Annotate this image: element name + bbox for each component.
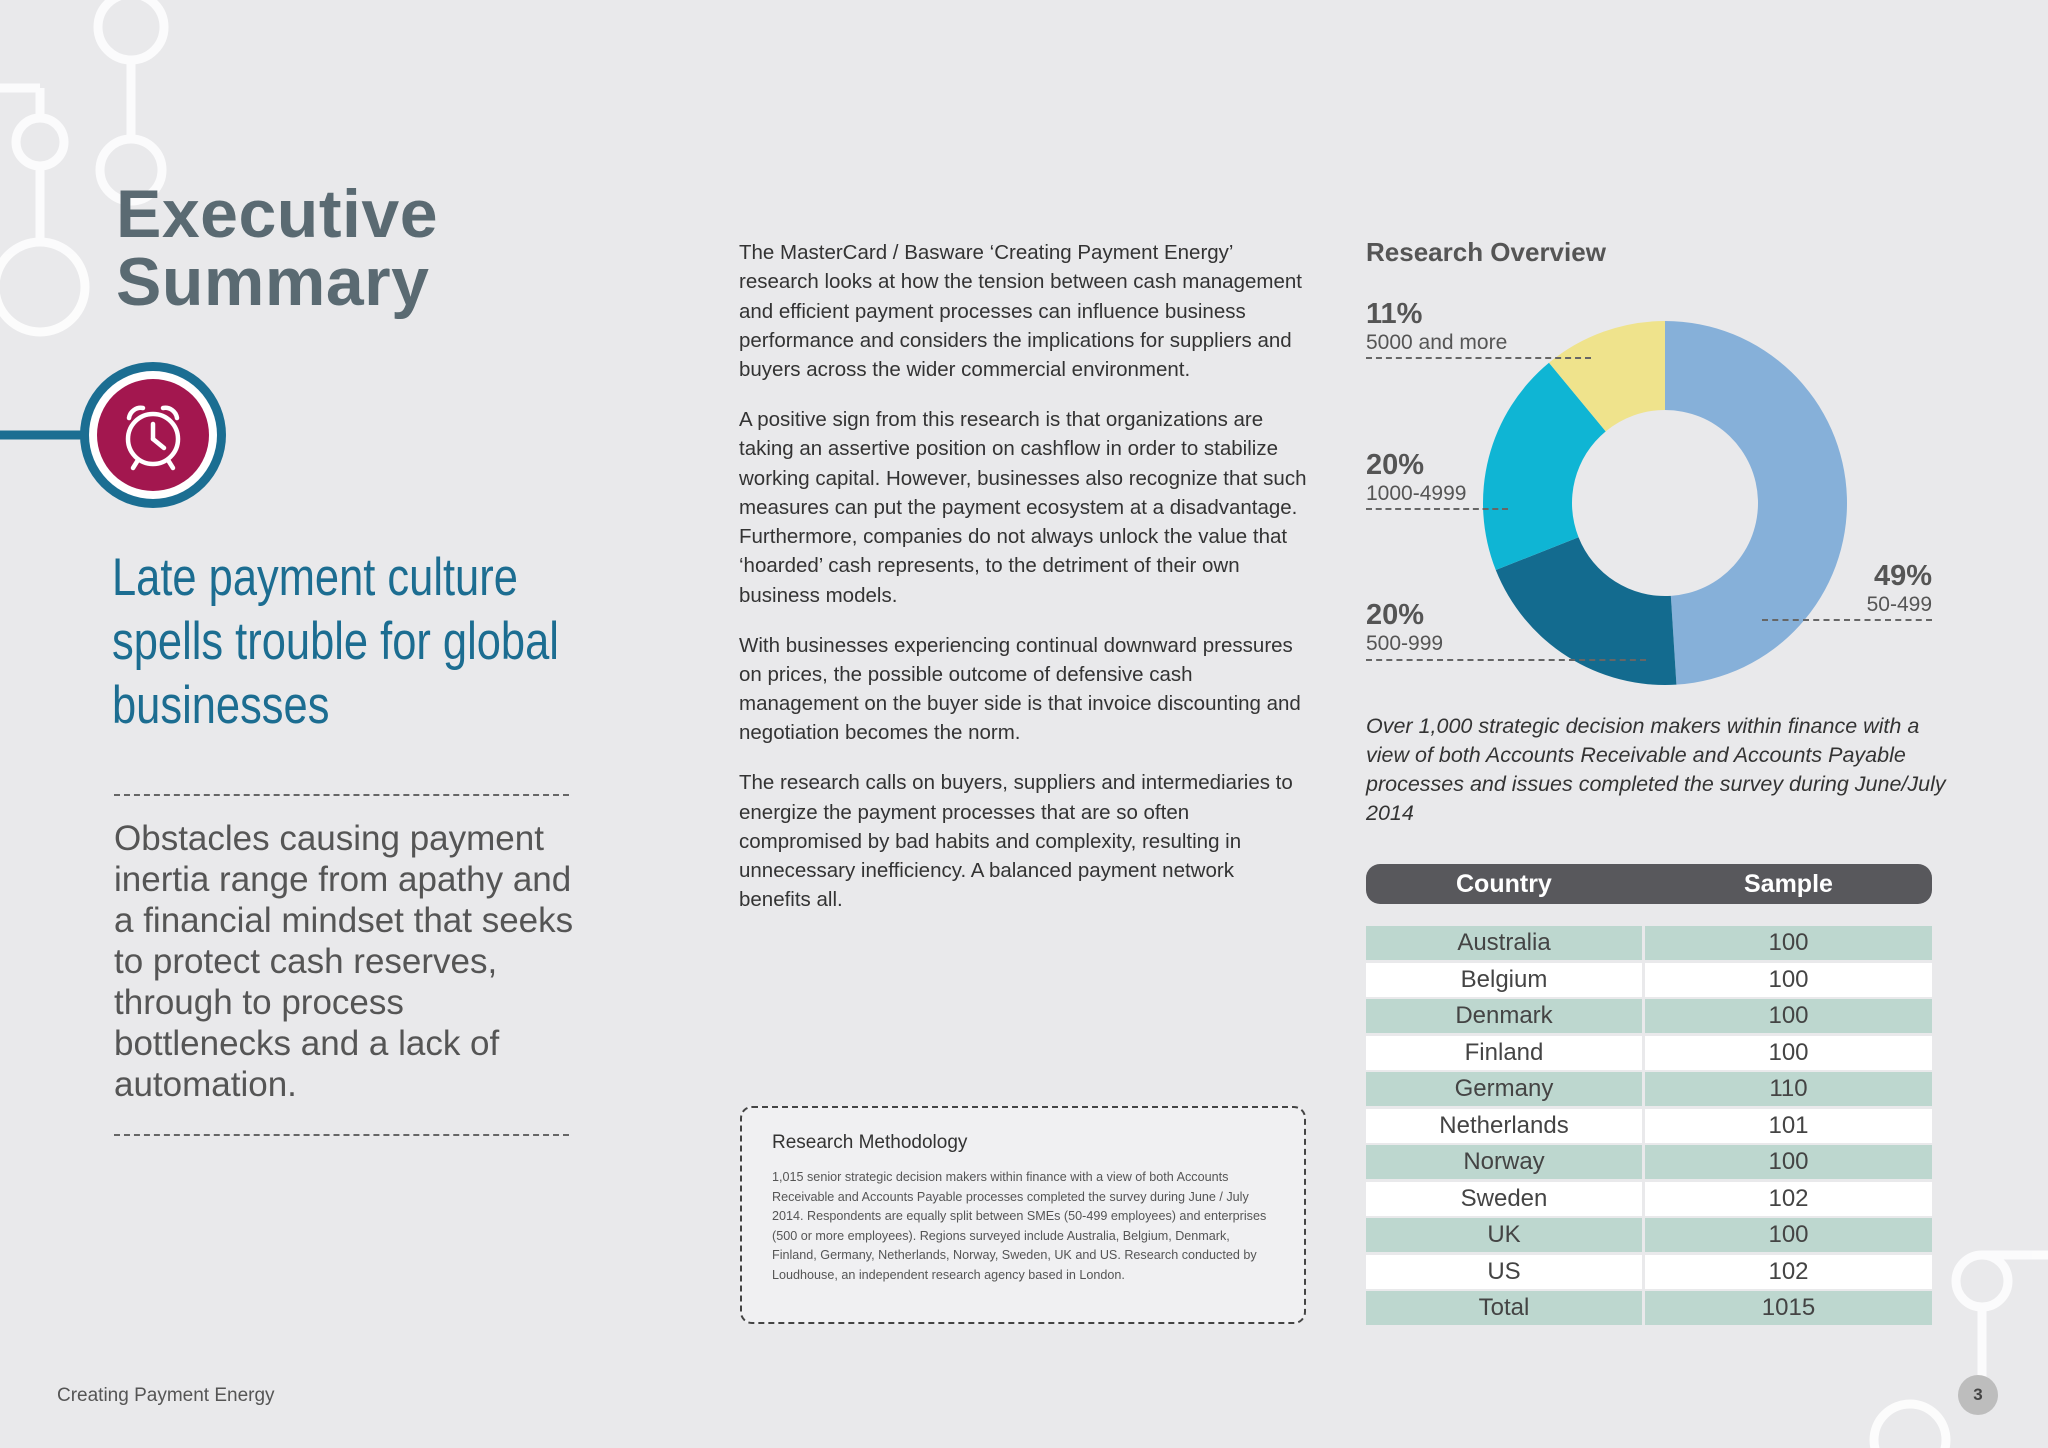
chart-title: Research Overview	[1366, 237, 1606, 267]
table-row: UK 100	[1366, 1218, 1932, 1255]
table-row: US 102	[1366, 1254, 1932, 1292]
table-row: Total 1015	[1366, 1291, 1932, 1328]
cell-country: US	[1366, 1254, 1642, 1289]
cell-country: Finland	[1366, 1035, 1642, 1070]
research-methodology-box: Research Methodology 1,015 senior strate…	[740, 1106, 1306, 1324]
paragraph: The research calls on buyers, suppliers …	[739, 771, 1293, 912]
cell-country: Sweden	[1366, 1181, 1642, 1216]
leader-line	[1762, 619, 1932, 621]
paragraph: The MasterCard / Basware ‘Creating Payme…	[739, 241, 1302, 382]
table-row: Belgium 100	[1366, 962, 1932, 1000]
donut-slice-50-499	[1665, 321, 1848, 685]
cell-country: Netherlands	[1366, 1108, 1642, 1143]
divider-bottom	[114, 1134, 569, 1136]
cell-sample: 1015	[1645, 1291, 1932, 1325]
label-5000-and-more: 11% 5000 and more	[1366, 298, 1507, 355]
body-text: The MasterCard / Basware ‘Creating Payme…	[739, 238, 1311, 935]
leader-line	[1366, 508, 1508, 510]
slice-category-label: 500-999	[1366, 632, 1444, 655]
country-sample-table: Australia 100 Belgium 100 Denmark 100 Finland 1…	[1366, 926, 1932, 1328]
table-row: Germany 110	[1366, 1072, 1932, 1109]
paragraph: A positive sign from this research is th…	[739, 407, 1307, 607]
cell-country: Total	[1366, 1291, 1642, 1325]
cell-country: UK	[1366, 1218, 1642, 1252]
page-number: 3	[1958, 1375, 1998, 1415]
slice-percent-label: 20%	[1366, 599, 1425, 631]
cell-country: Germany	[1366, 1072, 1642, 1106]
title-line-1: Executive	[116, 176, 439, 252]
donut-slice-1000-4999	[1483, 362, 1606, 570]
cell-sample: 100	[1645, 926, 1932, 960]
methodology-title: Research Methodology	[772, 1132, 968, 1153]
slice-category-label: 50-499	[1866, 593, 1932, 616]
table-row: Sweden 102	[1366, 1181, 1932, 1219]
cell-sample: 100	[1645, 1145, 1932, 1179]
page-title: Executive Summary	[116, 180, 536, 316]
leader-line	[1366, 357, 1591, 359]
paragraph: With businesses experiencing continual d…	[739, 633, 1301, 745]
cell-country: Denmark	[1366, 999, 1642, 1033]
donut-slice-5000-and-more	[1548, 321, 1665, 432]
methodology-text: 1,015 senior strategic decision makers w…	[772, 1170, 1267, 1282]
title-line-2: Summary	[116, 244, 430, 320]
leader-line	[1366, 659, 1646, 661]
pull-quote: Obstacles causing payment inertia range …	[114, 819, 574, 1104]
cell-sample: 100	[1645, 1035, 1932, 1070]
research-overview-donut-chart	[1483, 321, 1848, 685]
label-50-499: 49% 50-499	[1760, 560, 1932, 617]
cell-sample: 100	[1645, 962, 1932, 997]
cell-country: Norway	[1366, 1145, 1642, 1179]
label-500-999: 20% 500-999	[1366, 599, 1443, 656]
slice-category-label: 5000 and more	[1366, 331, 1508, 354]
table-row: Netherlands 101	[1366, 1108, 1932, 1146]
header-country: Country	[1456, 870, 1552, 898]
footer-title: Creating Payment Energy	[57, 1385, 275, 1406]
header-sample: Sample	[1744, 870, 1833, 898]
divider-top	[114, 794, 569, 796]
donut-slice-500-999	[1495, 537, 1677, 685]
subtitle-text: Late payment culture spells trouble for …	[112, 548, 559, 735]
cell-country: Belgium	[1366, 962, 1642, 997]
slice-category-label: 1000-4999	[1366, 482, 1467, 505]
cell-sample: 110	[1645, 1072, 1932, 1106]
cell-sample: 102	[1645, 1181, 1932, 1216]
cell-country: Australia	[1366, 926, 1642, 960]
cell-sample: 102	[1645, 1254, 1932, 1289]
label-1000-4999: 20% 1000-4999	[1366, 449, 1466, 506]
slice-percent-label: 11%	[1366, 298, 1423, 330]
table-header: Country Sample	[1366, 864, 1932, 904]
cell-sample: 100	[1645, 999, 1932, 1033]
table-row: Australia 100	[1366, 926, 1932, 963]
table-row: Denmark 100	[1366, 999, 1932, 1036]
section-subtitle: Late payment culture spells trouble for …	[112, 546, 559, 738]
alarm-clock-icon	[0, 362, 226, 508]
cell-sample: 101	[1645, 1108, 1932, 1143]
slice-percent-label: 20%	[1366, 449, 1425, 481]
slice-percent-label: 49%	[1873, 560, 1932, 592]
cell-sample: 100	[1645, 1218, 1932, 1252]
table-row: Norway 100	[1366, 1145, 1932, 1182]
survey-note: Over 1,000 strategic decision makers wit…	[1366, 714, 1946, 825]
table-row: Finland 100	[1366, 1035, 1932, 1073]
